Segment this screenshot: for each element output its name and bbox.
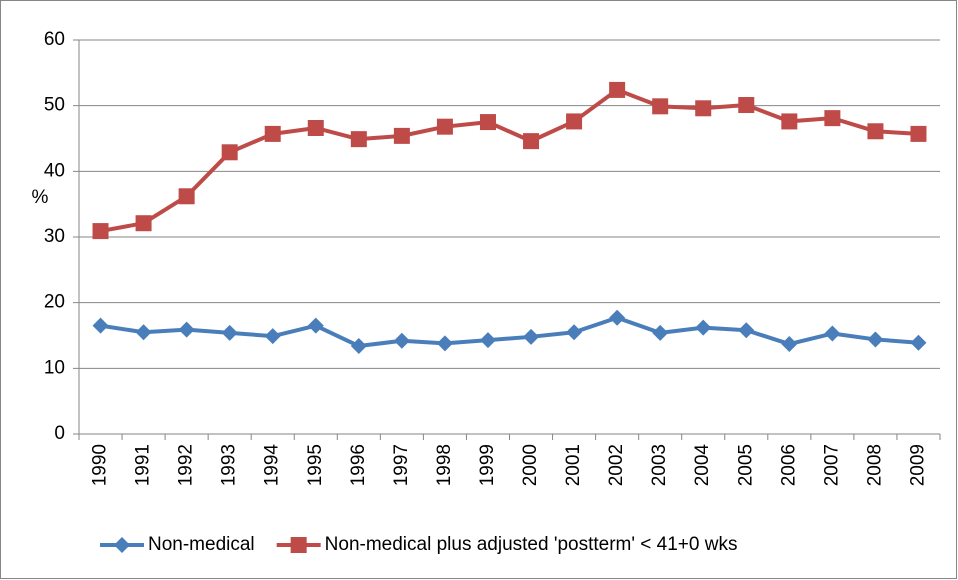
marker (290, 537, 307, 553)
marker (695, 319, 712, 336)
x-tick-label: 1996 (348, 444, 369, 486)
x-tick-label: 1992 (176, 444, 197, 486)
x-tick-label: 2003 (649, 444, 670, 486)
marker (910, 125, 927, 142)
y-tick-label: 40 (44, 160, 65, 181)
marker (781, 113, 798, 130)
marker (781, 336, 798, 353)
y-tick-label: 30 (44, 226, 65, 247)
marker (264, 125, 281, 142)
marker (738, 97, 755, 114)
marker (178, 188, 195, 205)
y-tick-label: 10 (44, 357, 65, 378)
marker (393, 332, 410, 349)
x-tick-label: 2001 (563, 444, 584, 486)
marker (867, 123, 884, 140)
marker (92, 317, 109, 334)
marker (609, 309, 626, 326)
x-tick-label: 1991 (133, 444, 154, 486)
y-axis-label: % (32, 187, 49, 208)
marker (264, 328, 281, 345)
x-tick-label: 2007 (821, 444, 842, 486)
marker (135, 215, 152, 232)
marker (609, 81, 626, 98)
marker (738, 322, 755, 339)
marker (307, 119, 324, 136)
x-tick-label: 2008 (864, 444, 885, 486)
x-tick-label: 1999 (477, 444, 498, 486)
x-tick-label: 2006 (778, 444, 799, 486)
x-tick-label: 2000 (520, 444, 541, 486)
y-tick-label: 50 (44, 95, 65, 116)
y-tick-label: 0 (54, 423, 65, 444)
legend-label: Non-medical plus adjusted 'postterm' < 4… (325, 534, 738, 555)
marker (824, 110, 841, 127)
marker (307, 317, 324, 334)
marker (114, 537, 130, 553)
marker (652, 98, 669, 115)
marker (652, 324, 669, 341)
legend-label: Non-medical (148, 534, 255, 555)
x-tick-label: 2005 (735, 444, 756, 486)
x-tick-label: 1995 (305, 444, 326, 486)
marker (867, 331, 884, 348)
x-tick-label: 2009 (907, 444, 928, 486)
marker (910, 334, 927, 351)
marker (824, 325, 841, 342)
x-tick-label: 1994 (262, 444, 283, 487)
marker (479, 114, 496, 131)
marker (178, 321, 195, 338)
x-tick-label: 1993 (219, 444, 240, 486)
marker (350, 131, 367, 148)
marker (566, 113, 583, 130)
marker (695, 100, 712, 117)
x-tick-label: 1990 (90, 444, 111, 486)
y-tick-label: 60 (44, 29, 65, 50)
marker (350, 338, 367, 355)
marker (92, 223, 109, 240)
marker (221, 144, 238, 161)
x-tick-label: 1997 (391, 444, 412, 486)
marker (221, 324, 238, 341)
marker (393, 127, 410, 144)
marker (436, 335, 453, 352)
x-tick-label: 2004 (692, 444, 713, 487)
x-tick-label: 2002 (606, 444, 627, 486)
marker (523, 133, 540, 150)
marker (566, 324, 583, 341)
y-tick-label: 20 (44, 292, 65, 313)
marker (523, 328, 540, 345)
marker (479, 332, 496, 349)
x-tick-label: 1998 (434, 444, 455, 486)
marker (135, 324, 152, 341)
marker (436, 118, 453, 135)
